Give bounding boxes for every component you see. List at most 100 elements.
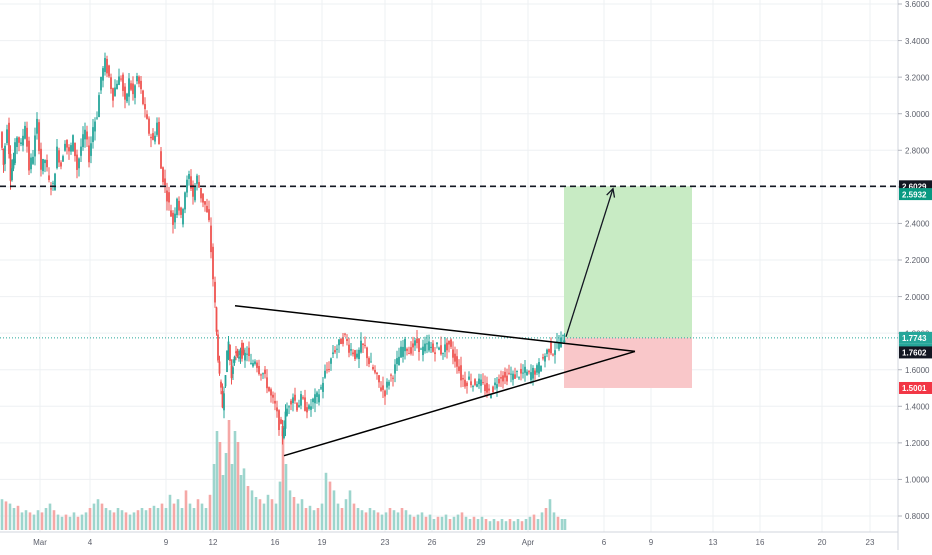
- candle-body: [196, 175, 198, 184]
- candle-body: [182, 209, 184, 225]
- candle-body: [424, 343, 426, 352]
- candle-body: [184, 192, 186, 210]
- volume-bar: [520, 521, 524, 530]
- volume-bar: [221, 475, 225, 530]
- candle-body: [322, 382, 324, 392]
- candle-body: [428, 341, 430, 351]
- volume-bar: [56, 514, 60, 530]
- volume-bar: [532, 514, 536, 530]
- volume-bar: [408, 514, 412, 530]
- candle-body: [464, 379, 466, 387]
- candle-body: [304, 397, 306, 411]
- candle-body: [520, 368, 522, 374]
- volume-bar: [348, 490, 352, 530]
- volume-bar: [48, 503, 52, 530]
- candle-body: [46, 159, 48, 168]
- time-tick-label: 4: [88, 538, 93, 547]
- candle-body: [274, 400, 276, 404]
- volume-bar: [266, 494, 270, 530]
- candle-body: [486, 383, 488, 393]
- candle-body: [518, 377, 520, 379]
- volume-bar: [108, 510, 112, 530]
- volume-bar: [516, 519, 520, 530]
- candle-body: [124, 86, 126, 100]
- candle-body: [258, 365, 260, 375]
- candle-body: [536, 365, 538, 373]
- candle-body: [52, 182, 54, 184]
- candle-body: [221, 391, 224, 408]
- candle-body: [514, 374, 516, 379]
- volume-bar: [508, 519, 512, 530]
- volume-bar: [84, 512, 88, 530]
- candle-body: [11, 168, 13, 181]
- candle-body: [326, 369, 328, 371]
- volume-bar: [416, 514, 420, 530]
- candle-body: [212, 246, 214, 280]
- volume-bar: [356, 508, 360, 530]
- candle-body: [563, 340, 566, 343]
- candle-body: [484, 384, 486, 392]
- candle-body: [220, 381, 222, 388]
- price-tick-label: 1.0000: [905, 476, 930, 485]
- candle-body: [288, 406, 290, 408]
- candle-body: [215, 307, 218, 332]
- candle-body: [448, 340, 450, 345]
- price-tick-label: 0.8000: [905, 512, 930, 521]
- candle-body: [450, 339, 452, 347]
- volume-bar: [254, 497, 258, 530]
- candle-body: [32, 156, 34, 164]
- volume-bar: [80, 514, 84, 530]
- candle-body: [550, 342, 552, 354]
- grid: [0, 0, 898, 532]
- candle-body: [235, 351, 237, 354]
- candle-body: [158, 121, 160, 144]
- candle-body: [554, 350, 556, 355]
- candle-body: [284, 411, 287, 429]
- volume-bar: [536, 519, 540, 530]
- candle-body: [108, 65, 110, 77]
- candle-body: [544, 355, 546, 362]
- candle-body: [346, 339, 348, 341]
- candle-body: [316, 392, 318, 398]
- volume-bar: [40, 512, 44, 530]
- volume-bar: [92, 503, 96, 530]
- volume-bar: [468, 519, 472, 530]
- volume-bar: [68, 516, 72, 530]
- candle-body: [314, 394, 316, 404]
- candle-body: [294, 394, 296, 401]
- candle-body: [42, 158, 44, 172]
- candle-body: [4, 145, 6, 164]
- price-tick-label: 2.8000: [905, 146, 930, 155]
- volume-bar: [296, 503, 300, 530]
- price-tick-label: 2.0000: [905, 293, 930, 302]
- candle-body: [452, 349, 454, 358]
- candle-body: [360, 340, 362, 353]
- candle-body: [444, 344, 446, 353]
- volume-bar: [552, 512, 556, 530]
- candle-body: [318, 394, 320, 403]
- volume-bar: [392, 510, 396, 530]
- candle-body: [546, 349, 548, 354]
- candle-body: [26, 127, 28, 147]
- candle-body: [223, 393, 225, 411]
- volume-bar: [344, 499, 348, 530]
- volume-bar: [28, 512, 32, 530]
- candle-body: [264, 369, 266, 374]
- volume-bar: [332, 490, 336, 530]
- volume-bar: [144, 510, 148, 530]
- candle-body: [146, 114, 148, 119]
- candle-body: [500, 377, 502, 379]
- candle-body: [474, 379, 476, 385]
- candle-body: [470, 381, 472, 386]
- price-tick-label: 3.4000: [905, 37, 930, 46]
- candle-body: [104, 58, 106, 72]
- volume-bar: [512, 521, 516, 530]
- candle-body: [198, 182, 200, 188]
- candle-body: [112, 88, 114, 101]
- candle-body: [96, 117, 98, 119]
- candle-body: [488, 388, 490, 391]
- current-price-label-text: 1.7743: [902, 334, 927, 343]
- candle-body: [460, 365, 462, 381]
